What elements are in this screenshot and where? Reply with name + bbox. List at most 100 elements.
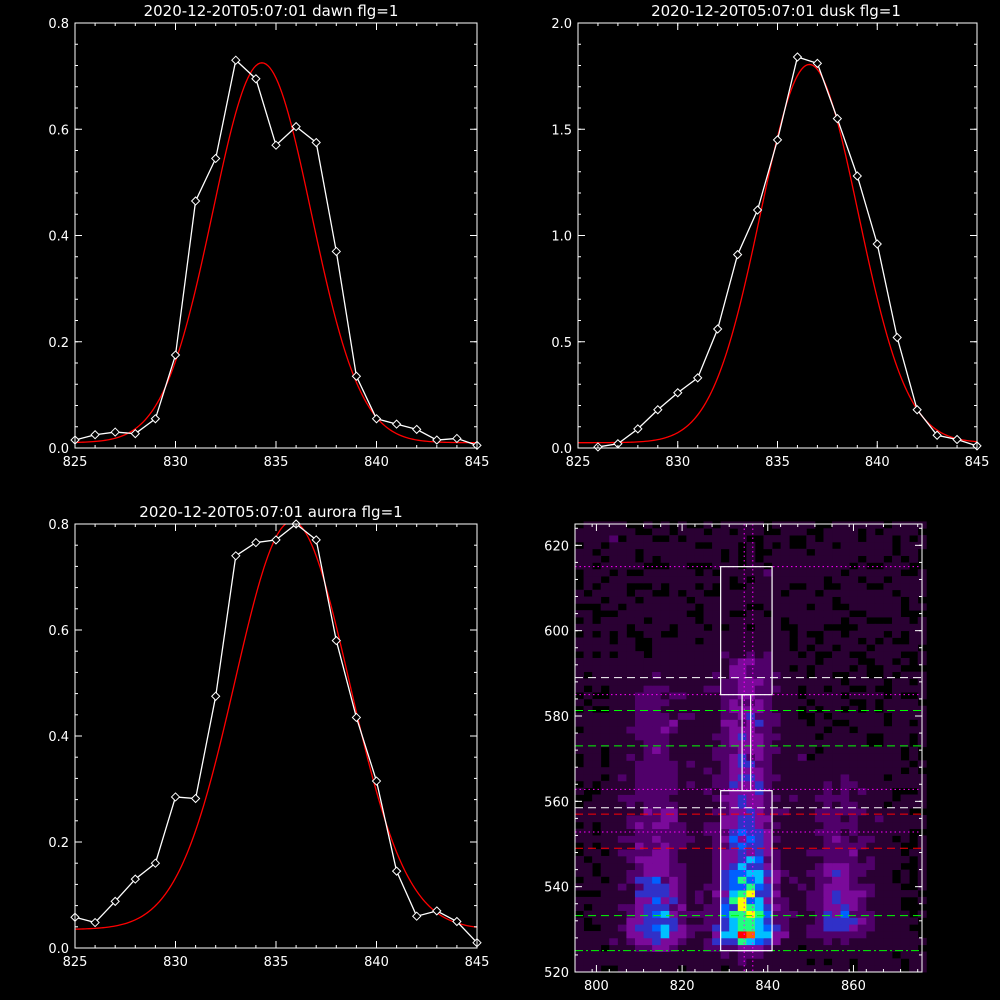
image-heatmap-cell [669, 767, 679, 775]
image-heatmap-cell [660, 623, 670, 632]
image-heatmap-cell [789, 780, 799, 789]
image-heatmap-cell [660, 903, 670, 911]
image-heatmap-cell [583, 678, 593, 686]
image-heatmap-cell [754, 842, 764, 850]
image-heatmap-cell [797, 664, 807, 673]
image-heatmap-cell [626, 562, 636, 570]
image-heatmap-cell [729, 535, 739, 543]
image-heatmap-cell [669, 965, 679, 973]
image-heatmap-cell [729, 869, 739, 877]
image-heatmap-cell [797, 931, 807, 939]
image-heatmap-cell [754, 821, 764, 830]
image-heatmap-cell [832, 610, 842, 618]
image-heatmap-cell [909, 623, 919, 632]
dusk-ytick-label: 1.5 [551, 123, 572, 138]
image-heatmap-cell [772, 890, 782, 898]
image-heatmap-cell [754, 917, 764, 925]
image-heatmap-cell [694, 931, 704, 939]
image-heatmap-cell [677, 644, 687, 652]
image-heatmap-cell [575, 637, 584, 645]
image-heatmap-cell [694, 835, 704, 843]
image-heatmap-cell [746, 637, 756, 645]
image-heatmap-cell [677, 849, 687, 857]
image-heatmap-cell [575, 767, 584, 775]
image-heatmap-cell [866, 569, 876, 577]
image-heatmap-cell [737, 623, 747, 632]
image-heatmap-cell [874, 869, 884, 877]
image-heatmap-cell [849, 712, 859, 720]
image-heatmap-cell [857, 603, 867, 611]
image-heatmap-cell [643, 589, 653, 597]
image-heatmap-cell [832, 746, 842, 754]
image-heatmap-cell [780, 698, 790, 707]
image-heatmap-cell [789, 821, 799, 830]
image-heatmap-cell [583, 808, 593, 816]
image-heatmap-cell [617, 842, 627, 850]
image-heatmap-cell [643, 855, 653, 864]
image-heatmap-cell [900, 739, 910, 748]
image-heatmap-cell [583, 849, 593, 857]
image-region-box [720, 790, 773, 952]
image-heatmap-cell [909, 917, 919, 925]
image-heatmap-cell [840, 774, 850, 782]
image-heatmap-cell [857, 965, 867, 973]
image-heatmap-cell [652, 821, 662, 830]
image-heatmap-cell [900, 712, 910, 720]
image-heatmap-cell [677, 596, 687, 604]
image-heatmap-cell [712, 794, 722, 802]
image-heatmap-cell [703, 733, 713, 741]
image-heatmap-cell [866, 835, 876, 843]
image-heatmap-cell [737, 951, 747, 959]
image-heatmap-cell [643, 774, 653, 782]
image-heatmap-cell [677, 958, 687, 966]
image-heatmap-cell [754, 760, 764, 768]
image-heatmap-cell [686, 883, 696, 891]
image-heatmap-cell [669, 603, 679, 611]
image-heatmap-cell [720, 849, 730, 857]
image-heatmap-cell [866, 528, 876, 536]
image-heatmap-cell [634, 896, 644, 905]
image-heatmap-cell [626, 808, 636, 816]
image-heatmap-cell [703, 705, 713, 713]
image-heatmap-cell [729, 589, 739, 597]
image-heatmap-cell [669, 910, 679, 918]
image-heatmap-cell [686, 692, 696, 700]
image-heatmap-cell [703, 903, 713, 911]
image-heatmap-cell [643, 535, 653, 543]
image-heatmap-cell [772, 753, 782, 761]
image-heatmap-cell [652, 965, 662, 973]
image-heatmap-cell [772, 746, 782, 754]
image-heatmap-cell [883, 917, 893, 925]
image-heatmap-cell [806, 828, 816, 836]
image-heatmap-cell [814, 849, 824, 857]
image-heatmap-cell [806, 903, 816, 911]
image-heatmap-cell [652, 862, 662, 870]
image-heatmap-cell [849, 746, 859, 754]
image-heatmap-cell [575, 869, 584, 877]
image-heatmap-cell [772, 794, 782, 802]
image-heatmap-cell [686, 541, 696, 550]
image-heatmap-cell [660, 910, 670, 918]
image-heatmap-cell [814, 576, 824, 584]
image-heatmap-cell [772, 944, 782, 952]
image-heatmap-cell [909, 951, 919, 959]
image-heatmap-cell [763, 931, 773, 939]
image-heatmap-cell [694, 698, 704, 707]
image-heatmap-cell [780, 774, 790, 782]
image-heatmap-cell [840, 917, 850, 925]
image-heatmap-cell [789, 685, 799, 693]
image-heatmap-cell [575, 917, 584, 925]
image-heatmap-cell [840, 582, 850, 591]
dawn-data-point [231, 55, 241, 65]
image-heatmap-cell [592, 808, 602, 816]
image-heatmap-cell [772, 630, 782, 638]
dusk-ytick-label: 2.0 [551, 17, 572, 32]
image-heatmap-cell [720, 733, 730, 741]
image-heatmap-cell [583, 801, 593, 809]
image-heatmap-cell [694, 801, 704, 809]
image-heatmap-cell [849, 821, 859, 830]
image-heatmap-cell [677, 814, 687, 823]
image-heatmap-cell [797, 951, 807, 959]
dusk-ytick-label: 0.5 [551, 336, 572, 351]
image-heatmap-cell [840, 944, 850, 952]
